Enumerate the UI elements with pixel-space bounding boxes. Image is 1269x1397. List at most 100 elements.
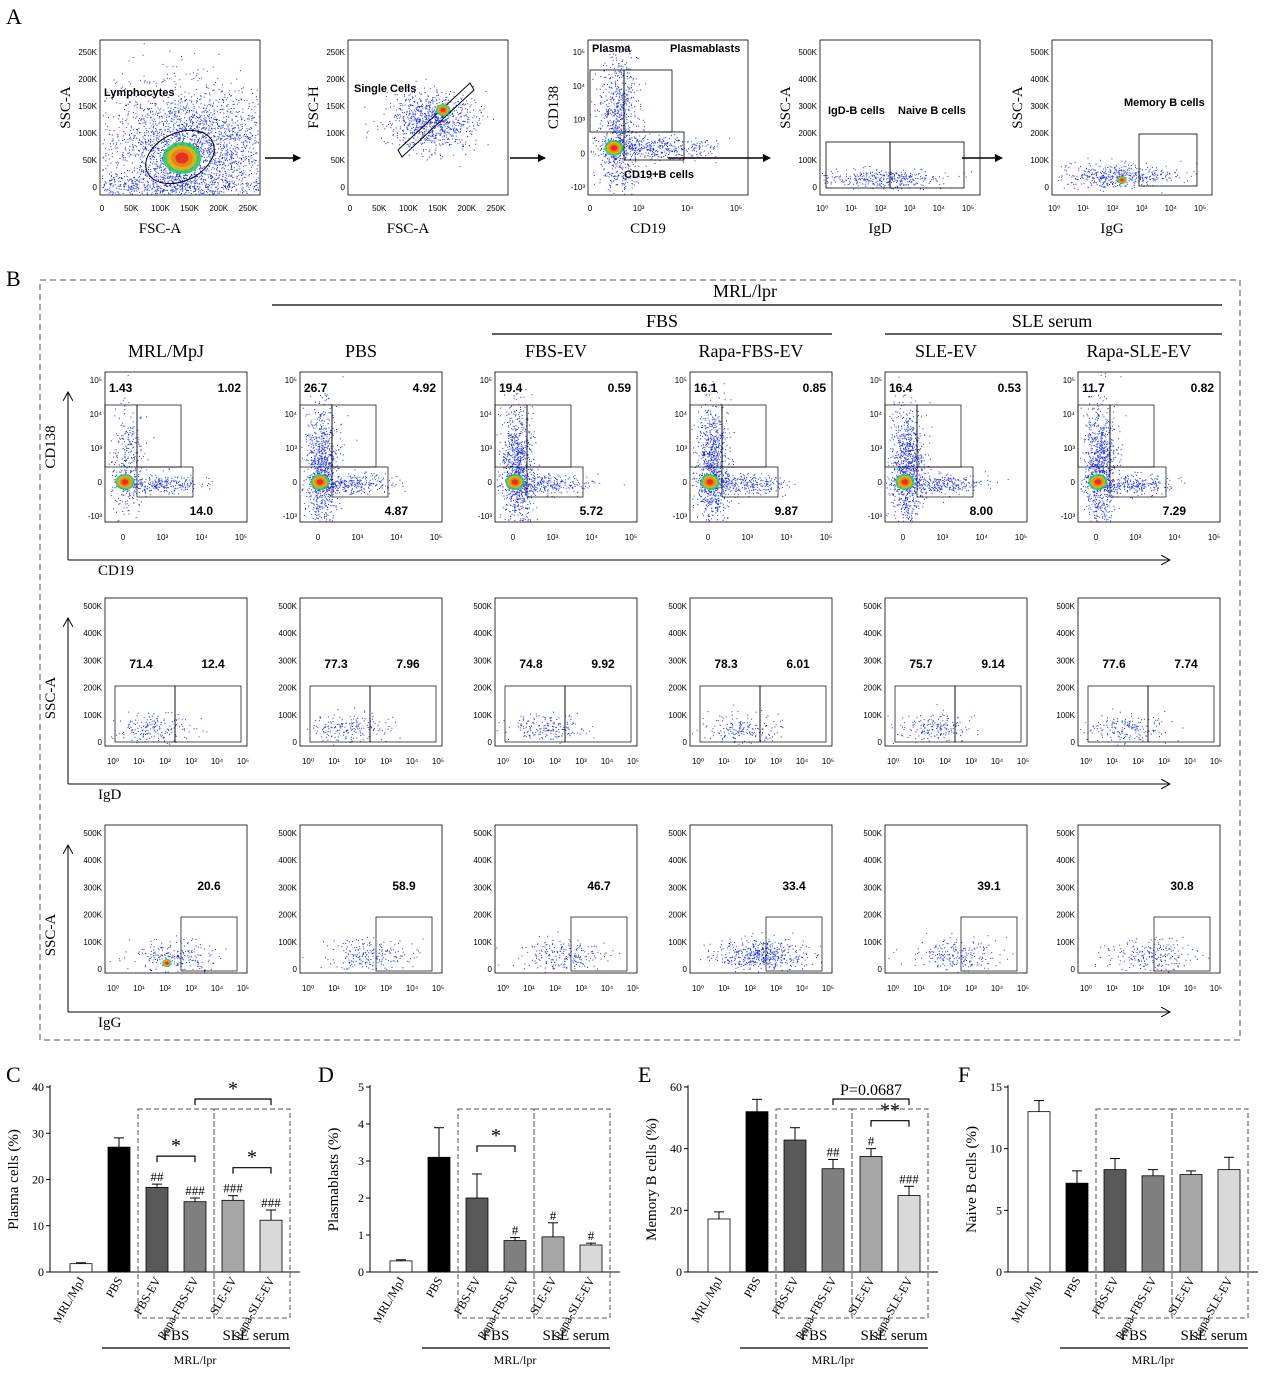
igg-events: [888, 932, 1014, 973]
y-axis-label: SSC-A: [778, 86, 794, 129]
sle-group-label: SLE serum: [222, 1328, 289, 1344]
y-tick-label: 0: [581, 149, 586, 158]
x-tick-label: 10⁴: [1165, 204, 1178, 213]
cd19-b-gate: [623, 131, 685, 161]
bar: [541, 1236, 565, 1273]
comparison-bracket: [156, 1155, 196, 1163]
cd19-cd138-plot: 11.7 0.82 7.29 0 10³ 10⁴ 10⁵ 10⁵ 10⁴ 10³ 0 -10³: [1061, 371, 1221, 542]
comparison-bracket: [194, 1098, 272, 1105]
y-tick-label: 400K: [1056, 856, 1075, 865]
density-level: [316, 479, 324, 485]
density-level: [165, 961, 169, 965]
y-tick-label: 300K: [278, 656, 297, 665]
x-axis-label: IgD: [868, 221, 891, 237]
y-tick-label: 5: [996, 1203, 1002, 1217]
igd-neg-percentage: 77.6: [1102, 657, 1126, 671]
bar: [707, 1218, 731, 1273]
bar: [1065, 1182, 1089, 1273]
significance-mark: ##: [151, 1169, 165, 1184]
y-tick-label: 500K: [668, 602, 687, 611]
x-tick-label: 10¹: [523, 757, 535, 766]
y-tick-label: 0: [98, 965, 103, 974]
y-tick-label: 500K: [278, 602, 297, 611]
cd19-b-percentage: 8.00: [970, 504, 994, 518]
y-tick-label: 150K: [78, 102, 97, 111]
plasma-percentage: 26.7: [304, 381, 328, 395]
significance-mark: ###: [185, 1183, 205, 1198]
y-tick-label: 500K: [83, 602, 102, 611]
x-tick-label: 10⁰: [1048, 204, 1060, 213]
gating-plot-4: IgD-B cells Naive B cells 10⁰ 10¹ 10² 10³ 10⁴ 1…: [778, 39, 981, 237]
y-axis-title: Naive B cells (%): [964, 1126, 980, 1233]
sle-group-box: [851, 1108, 929, 1319]
x-tick-label: 10¹: [328, 984, 340, 993]
y-tick-label: 300K: [668, 883, 687, 892]
plot-frame: [104, 824, 248, 974]
x-tick-label: 10³: [575, 984, 587, 993]
gating-plot-frame: [99, 39, 261, 196]
x-tick-label: 10⁵: [1194, 204, 1206, 213]
naive-b-percentage: 6.01: [786, 657, 810, 671]
y-tick-label: 50K: [331, 156, 346, 165]
naive-b-gate: [564, 685, 632, 743]
naive-b-percentage: 7.74: [1174, 657, 1198, 671]
event-points: [111, 711, 208, 745]
y-tick-label: 200K: [326, 75, 345, 84]
x-tick-label: 10⁰: [692, 757, 704, 766]
y-tick-label: 500K: [473, 602, 492, 611]
y-tick-label: 0: [293, 738, 298, 747]
bar: [465, 1197, 489, 1273]
x-tick-label: 0: [511, 533, 516, 542]
x-tick-label: 10²: [875, 204, 887, 213]
x-tick-label: 10⁵: [820, 533, 832, 542]
bar-chart-e: 0 20 40 60 Memory B cells (%) MRL/MpJ PBS FBS-E…: [644, 1080, 938, 1367]
x-tick-label: 10⁰: [1080, 984, 1092, 993]
x-tick-label: 10⁰: [887, 757, 899, 766]
y-tick-label: 200K: [473, 684, 492, 693]
y-tick-label: 100K: [1056, 938, 1075, 947]
fbs-group-label: FBS: [1121, 1328, 1148, 1344]
igg-plot: 33.4 10⁰ 10¹ 10² 10³ 10⁴ 10⁵ 500K 400K 300K 200K 10…: [668, 824, 834, 993]
lymphocyte-events: [102, 43, 260, 195]
x-tick-label: 10⁰: [1080, 757, 1092, 766]
y-tick-label: 100K: [326, 129, 345, 138]
y-tick-label: 150K: [326, 102, 345, 111]
y-tick-label: 400K: [668, 856, 687, 865]
gating-plot-2: Single Cells 0 50K 100K 150K 200K 250K 250K 200K…: [306, 39, 509, 237]
plasmablast-gate: [331, 404, 377, 468]
y-tick-label: 50K: [83, 156, 98, 165]
y-tick-label: 500K: [1056, 602, 1075, 611]
igd-events: [822, 166, 972, 192]
density-core: [310, 474, 330, 490]
y-tick-label: 300K: [473, 656, 492, 665]
x-axis-label: CD19: [630, 221, 666, 237]
igd-events: [111, 711, 208, 745]
y-tick-label: 0: [683, 965, 688, 974]
mrl-lpr-label: MRL/lpr: [494, 1353, 537, 1367]
category-label: SLE-EV: [845, 1274, 878, 1317]
igg-plot: 30.8 10⁰ 10¹ 10² 10³ 10⁴ 10⁵ 500K 400K 300K 200K 10…: [1056, 824, 1222, 993]
plot-frame: [1077, 597, 1221, 747]
x-tick-label: 10³: [965, 984, 977, 993]
density-level: [610, 145, 618, 151]
igd-events: [1080, 708, 1184, 746]
gating-plot-frame: [587, 39, 749, 196]
cd138-events: [496, 383, 547, 522]
y-tick-label: 100K: [863, 711, 882, 720]
igg-plot: 46.7 10⁰ 10¹ 10² 10³ 10⁴ 10⁵ 500K 400K 300K 200K 10…: [473, 824, 639, 993]
x-tick-label: 10⁵: [1017, 984, 1029, 993]
x-tick-label: 10¹: [1106, 757, 1118, 766]
x-tick-label: 10¹: [913, 757, 925, 766]
y-tick-label: 400K: [83, 856, 102, 865]
significance-mark: #: [588, 1228, 595, 1243]
x-tick-label: 10⁵: [235, 533, 247, 542]
x-axis-label: IgG: [1100, 221, 1123, 237]
y-tick-label: 500K: [278, 829, 297, 838]
x-tick-label: 10³: [633, 204, 645, 213]
igd-neg-percentage: 77.3: [324, 657, 348, 671]
x-tick-label: 10¹: [1106, 984, 1118, 993]
x-tick-label: 10⁵: [822, 757, 834, 766]
panel-letter-f: F: [958, 1062, 970, 1087]
significance-mark: ###: [899, 1171, 919, 1186]
